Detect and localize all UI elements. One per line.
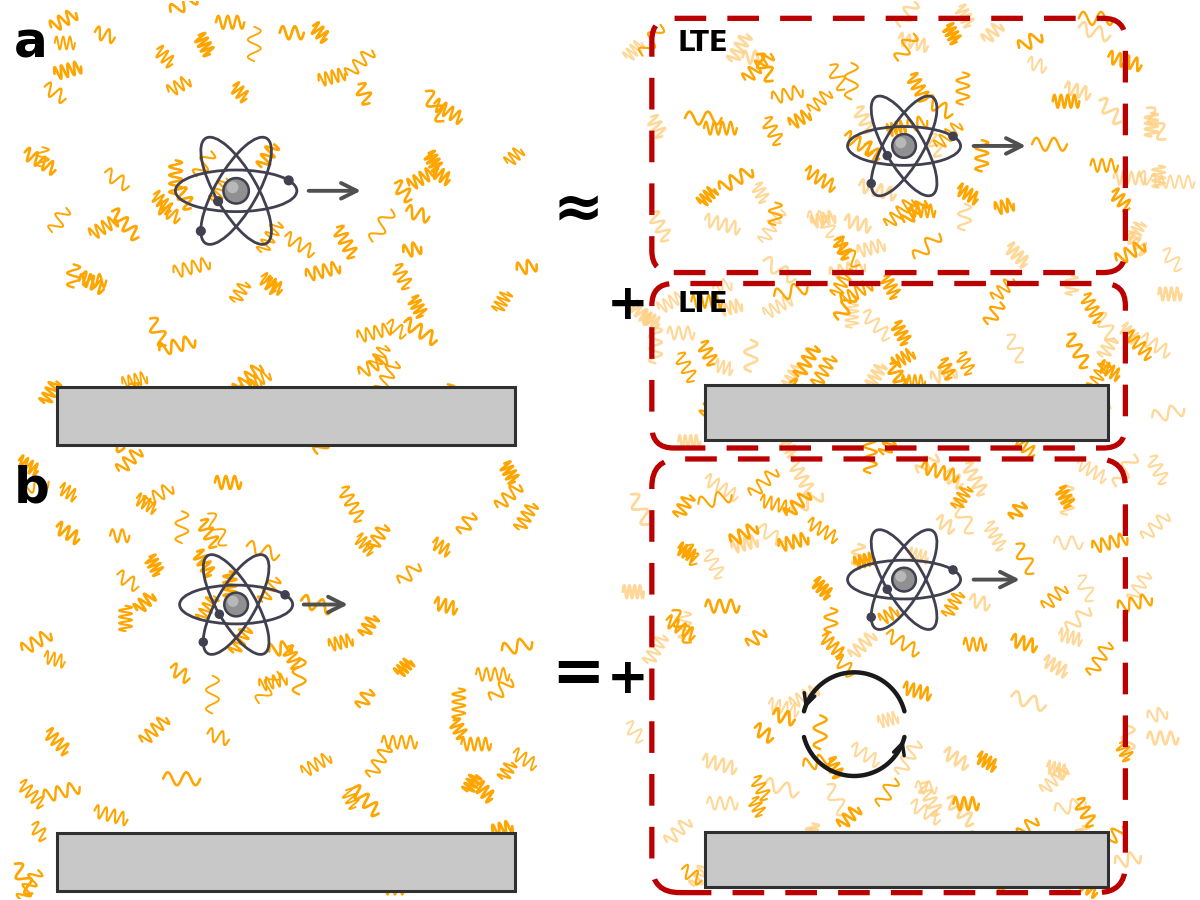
Text: +: + <box>607 282 649 329</box>
Circle shape <box>896 138 906 148</box>
Circle shape <box>893 568 916 591</box>
Text: +: + <box>607 655 649 703</box>
Text: LTE: LTE <box>678 30 728 58</box>
Text: b: b <box>14 465 49 513</box>
Circle shape <box>868 613 875 621</box>
Text: a: a <box>14 19 48 68</box>
Bar <box>704 832 1109 886</box>
Circle shape <box>228 597 238 606</box>
Circle shape <box>214 197 222 205</box>
Circle shape <box>883 585 892 593</box>
Circle shape <box>949 132 958 140</box>
Bar <box>56 387 515 445</box>
Circle shape <box>197 227 205 236</box>
Circle shape <box>883 151 892 159</box>
Text: LTE: LTE <box>678 291 728 319</box>
Circle shape <box>281 590 289 598</box>
Bar <box>704 385 1109 440</box>
Circle shape <box>893 134 916 158</box>
Circle shape <box>228 182 238 193</box>
Circle shape <box>949 566 958 574</box>
Circle shape <box>868 179 875 187</box>
Text: =: = <box>551 644 605 706</box>
Circle shape <box>215 610 223 618</box>
Circle shape <box>284 176 293 184</box>
Circle shape <box>199 638 208 646</box>
Circle shape <box>896 572 906 581</box>
Text: ≈: ≈ <box>552 181 604 240</box>
Circle shape <box>224 593 248 616</box>
Bar <box>56 832 515 891</box>
Circle shape <box>223 178 248 203</box>
